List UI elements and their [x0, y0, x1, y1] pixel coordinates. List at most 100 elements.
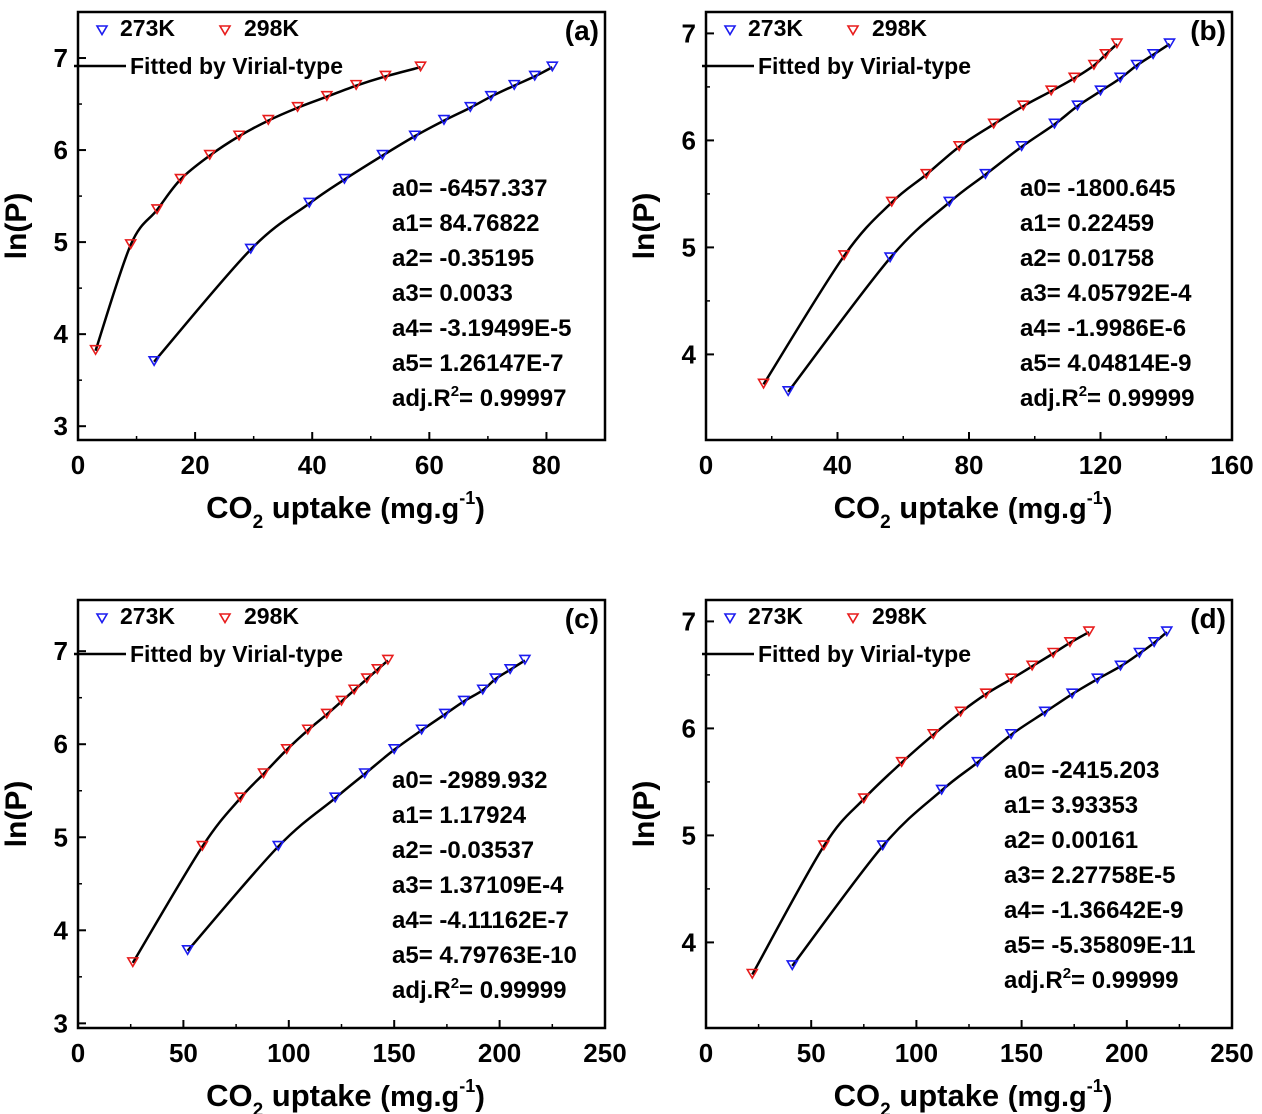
fit-parameter: a5= 4.79763E-10 — [392, 942, 577, 969]
data-point-273k — [1160, 626, 1174, 638]
panel-label: (a) — [565, 15, 599, 46]
fit-parameter: a0= -6457.337 — [392, 175, 547, 202]
legend-marker-298k — [218, 613, 232, 625]
y-tick-label: 5 — [54, 822, 68, 852]
data-point-273k — [1114, 660, 1127, 672]
adj-r-squared: adj.R2= 0.99999 — [1004, 965, 1178, 994]
data-point-273k — [387, 744, 401, 755]
legend-marker-273k — [95, 25, 109, 37]
data-point-273k — [1065, 688, 1079, 700]
data-point-273k — [1094, 85, 1107, 97]
data-point-273k — [1147, 637, 1161, 648]
fit-parameter: a4= -1.36642E-9 — [1004, 897, 1183, 924]
y-tick-label: 4 — [682, 339, 697, 369]
data-point-298k — [926, 729, 940, 740]
data-point-298k — [1099, 49, 1112, 60]
y-tick-label: 6 — [54, 729, 68, 759]
fit-parameter: a4= -1.9986E-6 — [1020, 315, 1186, 342]
data-point-273k — [415, 724, 429, 736]
data-point-273k — [518, 654, 532, 666]
x-tick-label: 250 — [1210, 1038, 1253, 1068]
fit-parameter: a2= 0.01758 — [1020, 245, 1154, 272]
legend-label-273k: 273K — [120, 15, 175, 41]
data-point-273k — [942, 196, 956, 208]
panel-label: (d) — [1190, 603, 1226, 634]
data-point-298k — [1044, 85, 1058, 97]
data-point-273k — [1133, 647, 1146, 659]
fit-parameter: a1= 0.22459 — [1020, 210, 1154, 237]
x-tick-label: 200 — [478, 1038, 521, 1068]
fit-parameter: a3= 1.37109E-4 — [392, 872, 564, 899]
data-point-298k — [745, 968, 759, 980]
y-tick-label: 7 — [54, 636, 68, 666]
legend-label-298k: 298K — [244, 15, 299, 41]
x-tick-label: 50 — [797, 1038, 826, 1068]
data-point-298k — [919, 168, 933, 180]
legend-label-fit: Fitted by Virial-type — [758, 53, 971, 79]
x-axis-label: CO2 uptake (mg.g-1) — [834, 1076, 1113, 1114]
y-tick-label: 4 — [682, 927, 697, 957]
legend-marker-273k — [723, 25, 737, 37]
legend-label-298k: 298K — [872, 15, 927, 41]
fit-parameter: a2= -0.35195 — [392, 245, 534, 272]
data-point-298k — [1004, 673, 1018, 685]
y-axis-label: ln(P) — [628, 193, 661, 260]
data-point-273k — [1048, 118, 1061, 130]
data-point-273k — [181, 944, 195, 956]
data-point-273k — [503, 663, 517, 675]
data-point-273k — [271, 840, 285, 852]
legend-marker-273k — [723, 613, 737, 625]
y-tick-label: 6 — [54, 135, 68, 165]
data-point-298k — [291, 101, 304, 113]
x-tick-label: 150 — [1000, 1038, 1043, 1068]
data-point-298k — [280, 744, 294, 755]
data-point-273k — [507, 79, 521, 91]
data-point-273k — [1163, 38, 1176, 50]
x-tick-label: 60 — [415, 450, 444, 480]
fit-curve-298k — [94, 66, 421, 352]
data-point-273k — [1113, 72, 1127, 84]
data-point-273k — [1146, 49, 1160, 60]
adj-r-squared: adj.R2= 0.99999 — [392, 975, 566, 1004]
x-tick-label: 0 — [699, 450, 713, 480]
fit-curve-298k — [131, 659, 389, 964]
data-point-298k — [379, 70, 392, 82]
x-tick-label: 200 — [1105, 1038, 1148, 1068]
legend-label-298k: 298K — [244, 603, 299, 629]
fit-parameter: a0= -2989.932 — [392, 767, 547, 794]
data-point-273k — [785, 960, 799, 972]
chart-panel-b: 0 40 80 120 160 4 5 6 7 ln(P) CO2 uptake (mg.g-1) (… — [628, 10, 1254, 533]
y-tick-label: 4 — [54, 319, 69, 349]
data-point-298k — [1046, 647, 1060, 659]
fit-parameter: a3= 0.0033 — [392, 280, 513, 307]
panel-label: (c) — [565, 603, 599, 634]
x-tick-label: 150 — [373, 1038, 416, 1068]
fit-parameter: a2= 0.00161 — [1004, 827, 1138, 854]
data-point-298k — [952, 141, 966, 152]
panel-label: (b) — [1190, 15, 1226, 46]
x-axis-label: CO2 uptake (mg.g-1) — [206, 488, 485, 533]
fit-parameter: a2= -0.03537 — [392, 837, 534, 864]
data-point-298k — [954, 706, 967, 718]
adj-r-squared: adj.R2= 0.99997 — [392, 383, 566, 412]
data-point-298k — [320, 90, 334, 102]
data-point-273k — [876, 840, 890, 852]
y-tick-label: 7 — [682, 606, 696, 636]
y-tick-label: 5 — [682, 820, 696, 850]
legend-label-298k: 298K — [872, 603, 927, 629]
chart-panel-a: 0 20 40 60 80 3 4 5 6 7 ln(P) CO2 uptake (mg.g-1) (a… — [0, 10, 607, 533]
data-point-298k — [203, 149, 217, 161]
legend-label-273k: 273K — [748, 15, 803, 41]
data-point-298k — [360, 673, 374, 685]
y-tick-label: 7 — [54, 43, 68, 73]
data-point-273k — [147, 355, 161, 367]
data-point-298k — [150, 204, 164, 215]
data-point-298k — [979, 688, 993, 700]
data-point-298k — [381, 654, 395, 666]
y-tick-label: 3 — [54, 1008, 68, 1038]
fit-parameter: a4= -4.11162E-7 — [392, 907, 569, 934]
data-point-298k — [1063, 637, 1077, 648]
data-point-298k — [1082, 626, 1096, 638]
fit-parameter: a5= 4.04814E-9 — [1020, 350, 1191, 377]
